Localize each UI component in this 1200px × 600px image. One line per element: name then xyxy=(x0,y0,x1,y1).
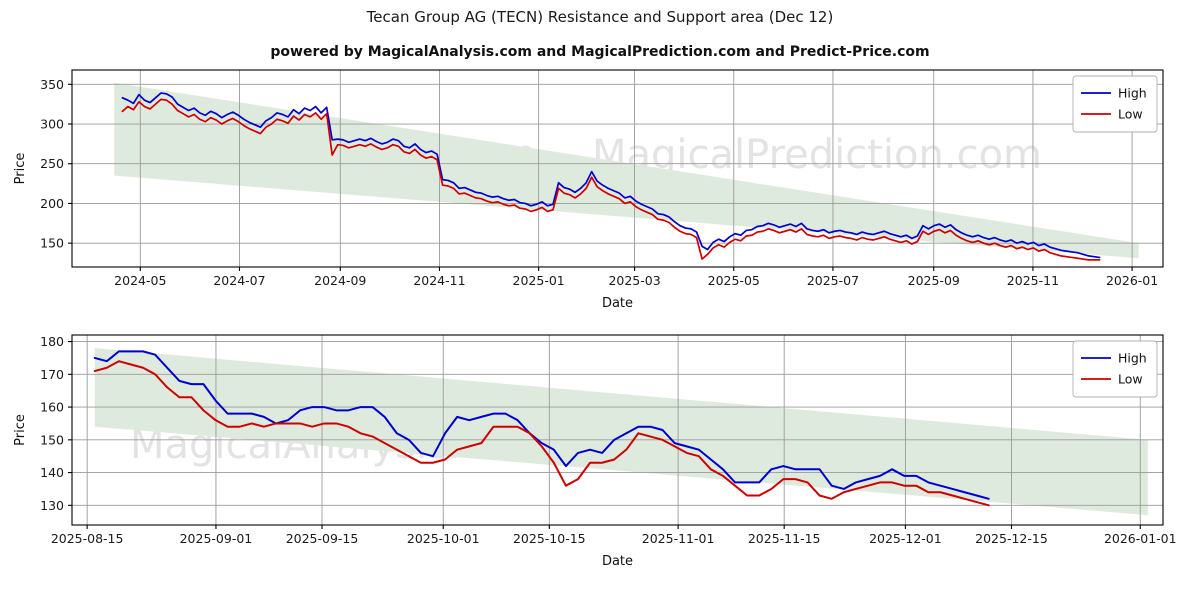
y-tick-label: 180 xyxy=(40,334,64,349)
x-tick-label: 2025-03 xyxy=(608,273,660,288)
legend-label-low: Low xyxy=(1118,107,1143,122)
legend-label-low: Low xyxy=(1118,372,1143,387)
x-tick-label: 2025-05 xyxy=(708,273,760,288)
y-tick-label: 200 xyxy=(40,196,64,211)
x-tick-label: 2025-11-01 xyxy=(642,531,715,546)
x-tick-label: 2025-12-01 xyxy=(869,531,942,546)
y-tick-label: 160 xyxy=(40,400,64,415)
x-axis-title: Date xyxy=(602,296,633,310)
legend-label-high: High xyxy=(1118,86,1147,101)
y-tick-label: 130 xyxy=(40,498,64,513)
x-tick-label: 2024-09 xyxy=(314,273,366,288)
legend-box xyxy=(1072,340,1158,398)
x-tick-label: 2025-09-15 xyxy=(286,531,359,546)
x-tick-label: 2025-08-15 xyxy=(51,531,124,546)
series-line-low xyxy=(93,360,990,507)
chart-legend: High Low xyxy=(1072,340,1158,398)
series-line-high xyxy=(93,350,990,500)
y-tick-label: 150 xyxy=(40,432,64,447)
legend-label-high: High xyxy=(1118,351,1147,366)
page-title: Tecan Group AG (TECN) Resistance and Sup… xyxy=(366,8,834,26)
plot-frame xyxy=(71,334,1164,526)
x-tick-label: 2024-11 xyxy=(413,273,465,288)
y-tick-label: 140 xyxy=(40,465,64,480)
x-tick-label: 2025-10-01 xyxy=(407,531,480,546)
x-tick-label: 2025-09-01 xyxy=(180,531,253,546)
x-tick-label: 2025-07 xyxy=(807,273,859,288)
chart-bottom: MagicalAnalysis.comMagicalPrediction.com… xyxy=(13,334,1177,569)
x-tick-label: 2025-11 xyxy=(1007,273,1059,288)
x-tick-label: 2025-12-15 xyxy=(975,531,1048,546)
chart-legend: High Low xyxy=(1072,75,1158,133)
y-axis-title: Price xyxy=(13,153,28,185)
x-tick-label: 2025-01 xyxy=(513,273,565,288)
series-line-low xyxy=(121,98,1101,261)
x-tick-label: 2025-10-15 xyxy=(513,531,586,546)
y-tick-label: 350 xyxy=(40,77,64,92)
x-tick-label: 2025-11-15 xyxy=(748,531,821,546)
x-tick-label: 2026-01-01 xyxy=(1104,531,1177,546)
x-tick-label: 2026-01 xyxy=(1106,273,1158,288)
y-tick-label: 300 xyxy=(40,117,64,132)
x-tick-label: 2024-07 xyxy=(213,273,265,288)
y-axis-title: Price xyxy=(13,414,28,446)
y-tick-label: 170 xyxy=(40,367,64,382)
chart-top: MagicalAnalysis.comMagicalPrediction.com… xyxy=(13,69,1164,310)
resistance-support-band xyxy=(114,82,1139,259)
x-axis-title: Date xyxy=(602,554,633,569)
legend-box xyxy=(1072,75,1158,133)
x-tick-label: 2025-09 xyxy=(908,273,960,288)
page-subtitle: powered by MagicalAnalysis.com and Magic… xyxy=(270,44,930,60)
plot-frame xyxy=(71,69,1164,268)
series-line-high xyxy=(121,92,1101,259)
y-tick-label: 150 xyxy=(40,236,64,251)
resistance-support-band xyxy=(94,348,1148,516)
x-tick-label: 2024-05 xyxy=(114,273,166,288)
y-tick-label: 250 xyxy=(40,156,64,171)
